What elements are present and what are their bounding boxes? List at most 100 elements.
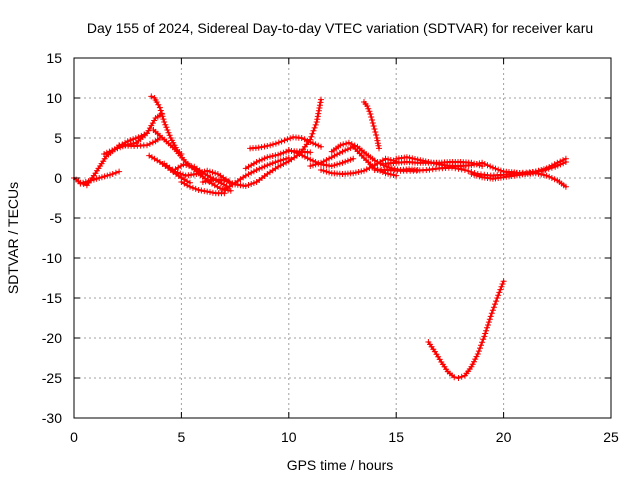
data-point-marker [206, 168, 213, 175]
data-point-marker [96, 175, 103, 181]
x-tick-label: 20 [496, 429, 512, 445]
data-point-marker [312, 141, 319, 148]
data-point-marker [307, 156, 314, 163]
data-point-marker [112, 169, 119, 176]
data-point-marker [101, 151, 108, 157]
data-point-marker [180, 161, 187, 168]
data-point-marker [301, 153, 308, 160]
data-point-marker [323, 168, 330, 175]
data-point-marker [163, 124, 170, 131]
data-point-marker [369, 120, 376, 126]
data-point-marker [158, 110, 165, 117]
data-point-marker [499, 281, 506, 287]
data-point-marker [207, 177, 214, 184]
data-point-marker [272, 159, 279, 166]
data-series-arc-25 [425, 278, 507, 381]
data-point-marker [498, 283, 505, 290]
data-point-marker [343, 140, 350, 147]
data-point-marker [109, 147, 116, 154]
data-point-marker [259, 156, 265, 163]
data-series-arc-5 [148, 93, 185, 157]
data-point-marker [414, 156, 421, 163]
data-point-marker [485, 322, 491, 328]
data-point-marker [242, 183, 249, 189]
data-point-marker [275, 151, 282, 158]
data-point-marker [267, 142, 274, 149]
data-point-marker [301, 136, 308, 143]
data-point-marker [82, 179, 89, 185]
data-point-marker [488, 310, 495, 317]
data-point-marker [183, 162, 190, 168]
data-point-marker [489, 164, 496, 171]
data-point-marker [368, 114, 375, 120]
data-point-marker [291, 149, 298, 155]
data-point-marker [478, 342, 484, 349]
data-point-marker [473, 172, 480, 179]
x-tick-label: 25 [603, 429, 619, 445]
data-point-marker [336, 150, 343, 156]
data-point-marker [473, 161, 480, 167]
data-point-marker [393, 172, 400, 179]
data-series-arc-14 [247, 134, 324, 152]
data-point-marker [373, 132, 380, 138]
data-point-marker [546, 173, 553, 180]
data-point-marker [272, 140, 279, 147]
data-point-marker [352, 169, 359, 176]
data-point-marker [318, 143, 324, 150]
data-point-marker [198, 187, 205, 194]
data-point-marker [312, 161, 319, 168]
data-point-marker [382, 170, 389, 177]
data-point-marker [481, 161, 488, 167]
data-point-marker [259, 164, 265, 171]
data-point-marker [483, 327, 490, 334]
data-point-marker [103, 149, 110, 156]
data-point-marker [465, 168, 472, 174]
data-point-marker [261, 163, 268, 170]
data-point-marker [345, 139, 352, 146]
data-point-marker [471, 358, 477, 365]
data-point-marker [180, 171, 186, 178]
data-point-marker [80, 179, 87, 186]
data-point-marker [328, 163, 335, 169]
data-point-marker [312, 121, 319, 128]
data-point-marker [364, 103, 371, 109]
data-point-marker [468, 162, 475, 169]
data-point-marker [372, 129, 379, 135]
y-tick-label: 0 [54, 170, 62, 186]
data-point-marker [269, 153, 276, 159]
data-point-marker [146, 140, 153, 147]
data-series-arc-4 [116, 135, 163, 149]
data-point-marker [145, 127, 152, 134]
data-point-marker [284, 136, 291, 143]
data-series-arc-24 [500, 168, 569, 190]
data-point-marker [310, 162, 316, 169]
data-point-marker [177, 170, 184, 177]
y-axis-label: SDTVAR / TECUs [5, 182, 21, 294]
y-tick-label: 5 [54, 130, 62, 146]
data-point-marker [347, 156, 354, 163]
data-point-marker [455, 375, 462, 381]
data-point-marker [285, 155, 292, 161]
data-point-marker [157, 107, 164, 114]
data-point-marker [337, 142, 344, 149]
data-point-marker [369, 163, 375, 170]
data-point-marker [156, 104, 163, 111]
data-point-marker [365, 105, 372, 112]
data-point-marker [264, 162, 271, 169]
data-point-marker [162, 121, 169, 128]
data-point-marker [267, 153, 273, 160]
data-point-marker [109, 171, 116, 177]
data-point-marker [275, 163, 282, 170]
data-point-marker [422, 158, 429, 165]
data-point-marker [98, 174, 105, 181]
data-point-marker [221, 177, 228, 184]
data-point-marker [477, 345, 483, 352]
data-point-marker [258, 144, 265, 151]
data-point-marker [212, 170, 219, 177]
data-point-marker [217, 185, 224, 192]
data-series-layer [71, 93, 569, 381]
x-axis: 0 5 10 15 20 25 [70, 58, 619, 445]
data-point-marker [496, 289, 503, 296]
data-point-marker [320, 167, 327, 174]
